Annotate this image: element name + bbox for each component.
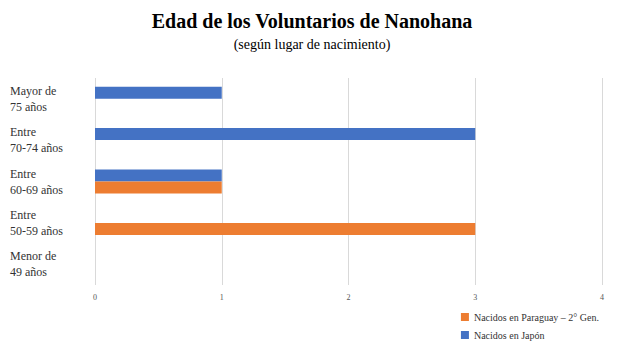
svg-text:Menor de: Menor de (10, 249, 56, 263)
svg-text:49 años: 49 años (10, 265, 47, 279)
svg-text:Nacidos en Japón: Nacidos en Japón (474, 330, 545, 341)
svg-text:Nacidos en Paraguay – 2° Gen.: Nacidos en Paraguay – 2° Gen. (474, 312, 599, 323)
svg-text:3: 3 (473, 293, 477, 302)
svg-text:50-59 años: 50-59 años (10, 224, 63, 238)
svg-text:60-69 años: 60-69 años (10, 183, 63, 197)
svg-text:Entre: Entre (10, 125, 36, 139)
svg-text:1: 1 (220, 293, 224, 302)
svg-text:70-74 años: 70-74 años (10, 141, 63, 155)
svg-text:Edad de los Voluntarios de Nan: Edad de los Voluntarios de Nanohana (152, 10, 473, 32)
svg-text:Entre: Entre (10, 167, 36, 181)
svg-text:2: 2 (347, 293, 351, 302)
svg-text:4: 4 (600, 293, 604, 302)
svg-text:Mayor de: Mayor de (10, 84, 56, 98)
svg-text:0: 0 (93, 293, 97, 302)
svg-text:Entre: Entre (10, 208, 36, 222)
svg-text:(según lugar de nacimiento): (según lugar de nacimiento) (234, 37, 391, 53)
svg-text:75 años: 75 años (10, 100, 47, 114)
